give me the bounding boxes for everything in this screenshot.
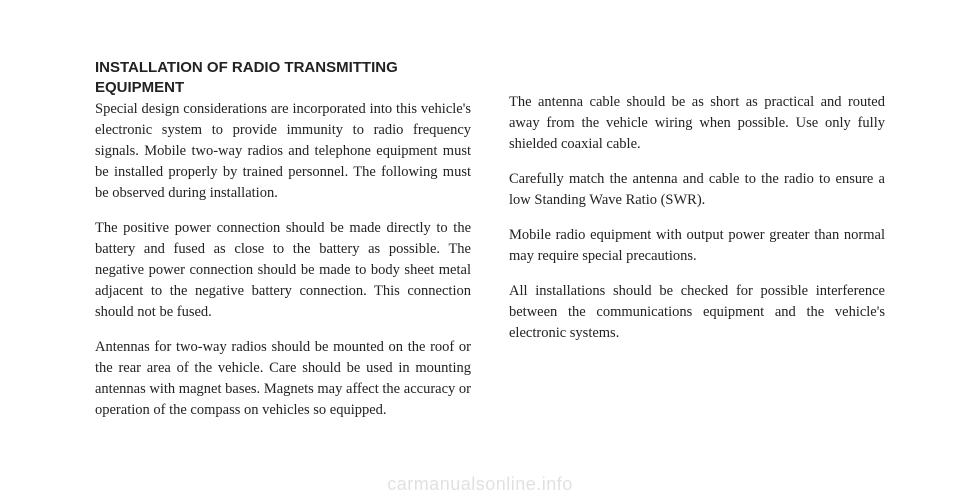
- heading-line-1: INSTALLATION OF RADIO TRANSMITTING: [95, 59, 398, 76]
- left-paragraph-1: Special design considerations are incorp…: [95, 99, 471, 204]
- left-paragraph-3: Antennas for two-way radios should be mo…: [95, 337, 471, 421]
- right-paragraph-1: The antenna cable should be as short as …: [509, 92, 885, 155]
- left-paragraph-2: The positive power connection should be …: [95, 218, 471, 323]
- watermark-text: carmanualsonline.info: [0, 474, 960, 495]
- heading-line-2: EQUIPMENT: [95, 79, 184, 96]
- page-content: INSTALLATION OF RADIO TRANSMITTING EQUIP…: [0, 0, 960, 465]
- right-paragraph-4: All installations should be checked for …: [509, 281, 885, 344]
- right-paragraph-2: Carefully match the antenna and cable to…: [509, 169, 885, 211]
- right-column: The antenna cable should be as short as …: [509, 58, 885, 435]
- section-heading: INSTALLATION OF RADIO TRANSMITTING EQUIP…: [95, 58, 471, 97]
- right-paragraph-3: Mobile radio equipment with output power…: [509, 225, 885, 267]
- left-column: INSTALLATION OF RADIO TRANSMITTING EQUIP…: [95, 58, 471, 435]
